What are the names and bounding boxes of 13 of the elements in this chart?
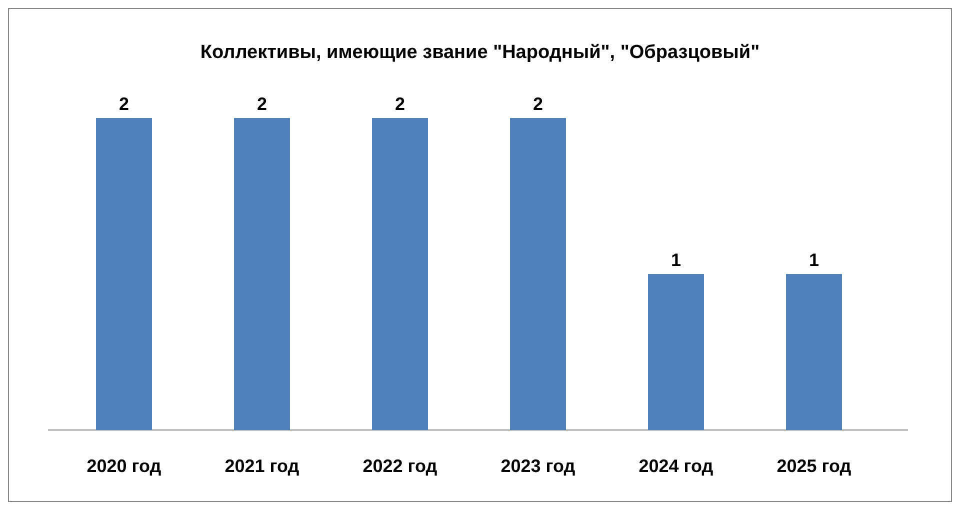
data-label: 2 (532, 94, 544, 114)
chart-title: Коллективы, имеющие звание "Народный", "Образцовый" (200, 42, 760, 63)
x-tick-label: 2022 год (362, 456, 438, 476)
data-label: 1 (670, 250, 682, 270)
x-tick-label: 2021 год (224, 456, 300, 476)
data-label: 2 (118, 94, 130, 114)
x-tick-label: 2020 год (86, 456, 162, 476)
x-tick-label: 2024 год (638, 456, 714, 476)
data-label: 1 (808, 250, 820, 270)
data-label: 2 (256, 94, 268, 114)
x-tick-label: 2025 год (776, 456, 852, 476)
x-tick-label: 2023 год (500, 456, 576, 476)
data-label: 2 (394, 94, 406, 114)
